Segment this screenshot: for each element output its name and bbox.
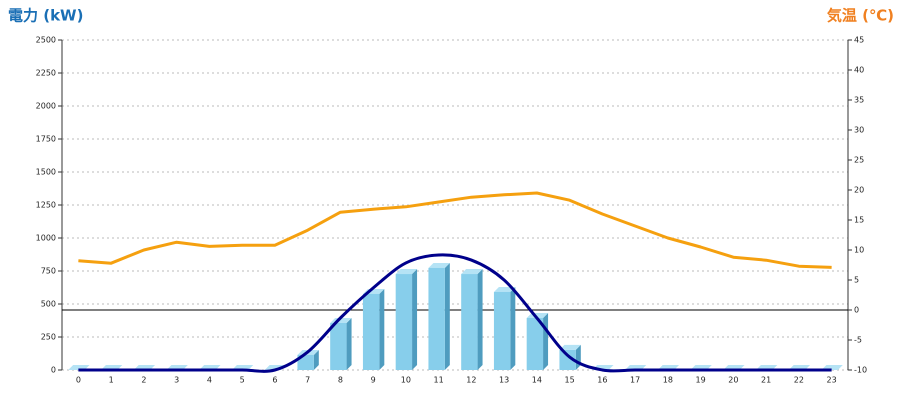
y2-tick-label: 0 xyxy=(854,306,859,315)
line-series xyxy=(78,191,832,269)
y2-tick-label: 20 xyxy=(854,186,864,195)
x-tick-label: 17 xyxy=(630,376,640,385)
x-tick-label: 3 xyxy=(174,376,179,385)
bar-face xyxy=(297,354,314,370)
bar-face xyxy=(526,317,544,370)
y-tick-label: 2500 xyxy=(36,36,56,45)
x-tick-label: 5 xyxy=(240,376,245,385)
y-tick-label: 2250 xyxy=(36,69,56,78)
bar-face xyxy=(395,269,418,275)
x-tick-label: 21 xyxy=(761,376,771,385)
x-tick-label: 0 xyxy=(76,376,81,385)
bar-face xyxy=(510,286,516,370)
bar-face xyxy=(362,293,380,370)
y2-tick-label: 45 xyxy=(854,36,864,45)
y2-axis-title: 気温 (℃) xyxy=(827,7,894,25)
y2-tick-label: 30 xyxy=(854,126,864,135)
y-tick-label: 750 xyxy=(41,267,56,276)
x-tick-label: 18 xyxy=(663,376,673,385)
bar xyxy=(330,318,352,370)
x-tick-label: 8 xyxy=(338,376,343,385)
x-tick-label: 14 xyxy=(532,376,542,385)
bar xyxy=(493,286,516,370)
y2-tick-label: 35 xyxy=(854,96,864,105)
x-tick-label: 6 xyxy=(272,376,277,385)
y-tick-label: 1750 xyxy=(36,135,56,144)
x-tick-label: 11 xyxy=(434,376,444,385)
x-tick-label: 10 xyxy=(401,376,411,385)
y-tick-label: 1250 xyxy=(36,201,56,210)
y2-tick-label: 40 xyxy=(854,66,864,75)
x-tick-label: 12 xyxy=(466,376,476,385)
x-tick-label: 20 xyxy=(728,376,738,385)
bar-face xyxy=(428,262,450,268)
y2-tick-label: 10 xyxy=(854,246,864,255)
bar xyxy=(559,344,581,370)
y-tick-label: 250 xyxy=(41,333,56,342)
bar-face xyxy=(559,344,581,350)
x-tick-label: 16 xyxy=(597,376,607,385)
bar-face xyxy=(543,312,549,370)
bar-face xyxy=(330,323,347,370)
y-axis-title: 電力 (kW) xyxy=(8,7,83,25)
x-tick-label: 7 xyxy=(305,376,310,385)
bar-face xyxy=(493,291,511,370)
bar-face xyxy=(395,274,413,370)
bar-face xyxy=(493,286,516,292)
x-tick-label: 4 xyxy=(207,376,212,385)
bar xyxy=(395,269,418,370)
bar-face xyxy=(559,349,576,370)
y-tick-label: 1500 xyxy=(36,168,56,177)
bar-face xyxy=(444,262,450,370)
bar-face xyxy=(428,267,445,370)
bar-face xyxy=(461,274,478,370)
x-tick-label: 1 xyxy=(109,376,114,385)
bar xyxy=(362,288,385,370)
bar xyxy=(428,262,450,370)
x-tick-label: 13 xyxy=(499,376,509,385)
y-tick-label: 1000 xyxy=(36,234,56,243)
bar-face xyxy=(313,349,319,370)
bar-face xyxy=(412,269,418,370)
y2-tick-label: 15 xyxy=(854,216,864,225)
bar-face xyxy=(379,288,385,370)
y2-tick-label: -10 xyxy=(854,366,867,375)
bar-face xyxy=(346,318,352,370)
x-tick-label: 2 xyxy=(141,376,146,385)
y-tick-label: 2000 xyxy=(36,102,56,111)
x-tick-label: 22 xyxy=(794,376,804,385)
bar-face xyxy=(477,269,483,370)
x-tick-label: 15 xyxy=(565,376,575,385)
y2-tick-label: 25 xyxy=(854,156,864,165)
y2-tick-label: -5 xyxy=(854,336,862,345)
bar xyxy=(526,312,549,370)
bar-face xyxy=(461,269,483,275)
y-tick-label: 500 xyxy=(41,300,56,309)
x-tick-label: 19 xyxy=(696,376,706,385)
line-series xyxy=(78,253,832,373)
bar xyxy=(461,269,483,370)
y2-tick-label: 5 xyxy=(854,276,859,285)
y-tick-label: 0 xyxy=(51,366,56,375)
x-tick-label: 23 xyxy=(827,376,837,385)
x-tick-label: 9 xyxy=(371,376,376,385)
